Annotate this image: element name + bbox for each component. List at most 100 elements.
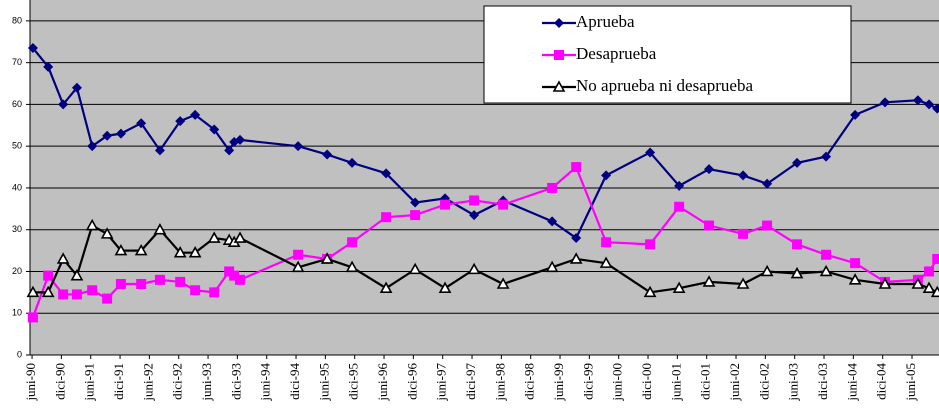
y-tick-label: 50	[12, 141, 22, 151]
point	[498, 199, 509, 210]
point	[27, 312, 38, 323]
point	[58, 289, 69, 300]
point	[922, 281, 936, 293]
y-tick-label: 10	[12, 308, 22, 318]
x-tick-label: juni-97	[434, 363, 449, 402]
x-tick-label: dici-92	[170, 363, 185, 400]
point	[87, 285, 98, 296]
point	[381, 168, 392, 179]
point	[136, 279, 147, 289]
point	[601, 170, 612, 181]
legend-label: No aprueba ni desaprueba	[576, 76, 753, 95]
point	[154, 145, 165, 156]
point	[235, 274, 246, 285]
point	[645, 239, 656, 250]
point	[408, 262, 422, 275]
point	[850, 258, 861, 269]
x-tick-label: juni-00	[610, 363, 625, 402]
point	[347, 237, 358, 248]
point	[235, 134, 246, 145]
y-tick-label: 40	[12, 182, 22, 192]
point	[209, 287, 220, 298]
x-tick-label: dici-90	[52, 363, 67, 400]
point	[379, 281, 393, 293]
point	[293, 249, 304, 260]
point	[571, 162, 582, 173]
point	[545, 260, 559, 273]
point	[291, 260, 305, 273]
point	[880, 97, 891, 108]
point	[571, 233, 582, 244]
point	[188, 246, 202, 258]
x-tick-label: dici-01	[698, 363, 713, 400]
point	[229, 270, 240, 281]
series-line	[32, 47, 938, 240]
point	[569, 252, 583, 264]
x-tick-label: juni-92	[140, 363, 155, 402]
x-tick-label: dici-00	[639, 363, 654, 400]
point	[552, 80, 566, 92]
x-tick-label: dici-97	[463, 363, 478, 400]
point	[738, 170, 749, 181]
x-tick-label: dici-99	[580, 363, 595, 400]
point	[438, 281, 452, 293]
x-tick-label: juni-99	[551, 363, 566, 402]
point	[58, 99, 69, 110]
legend-label: Desaprueba	[576, 44, 657, 63]
point	[672, 281, 686, 293]
point	[792, 239, 803, 250]
point	[674, 180, 685, 191]
y-tick-label: 0	[17, 349, 22, 359]
x-tick-label: juni-91	[82, 363, 97, 402]
point	[154, 274, 165, 285]
point	[848, 273, 862, 285]
point	[554, 18, 564, 28]
point	[175, 276, 186, 287]
point	[702, 275, 716, 287]
y-tick-label: 60	[12, 99, 22, 109]
point	[224, 145, 235, 156]
point	[41, 285, 55, 298]
point	[467, 262, 481, 275]
point	[911, 277, 925, 289]
x-tick-label: juni-02	[727, 363, 742, 402]
x-tick-label: juni-95	[316, 363, 331, 402]
x-tick-label: juni-01	[668, 363, 683, 402]
point	[912, 95, 923, 106]
x-tick-label: juni-98	[492, 363, 507, 402]
point	[136, 118, 147, 129]
point	[115, 128, 126, 139]
point	[878, 277, 892, 289]
point	[674, 201, 685, 212]
y-tick-label: 20	[12, 266, 22, 276]
x-tick-label: dici-94	[287, 363, 302, 400]
x-tick-label: dici-96	[404, 363, 419, 400]
y-tick-label: 80	[12, 15, 22, 25]
point	[932, 103, 939, 114]
point	[760, 264, 774, 277]
point	[233, 231, 247, 243]
x-tick-label: juni-03	[786, 363, 801, 402]
point	[115, 279, 126, 289]
point	[102, 293, 113, 304]
x-tick-label: dici-02	[756, 363, 771, 400]
point	[930, 285, 939, 298]
point	[554, 50, 564, 60]
point	[704, 220, 715, 231]
point	[932, 253, 939, 264]
point	[821, 249, 832, 260]
point	[924, 99, 935, 110]
point	[850, 109, 861, 120]
point	[70, 268, 84, 281]
x-tick-label: juni-04	[844, 363, 859, 402]
point	[87, 141, 98, 152]
point	[320, 252, 334, 264]
x-tick-label: juni-90	[23, 363, 38, 402]
point	[27, 43, 38, 54]
point	[71, 82, 82, 93]
point	[293, 141, 304, 152]
point	[410, 210, 421, 221]
x-tick-label: dici-91	[111, 363, 126, 400]
point	[71, 289, 82, 300]
